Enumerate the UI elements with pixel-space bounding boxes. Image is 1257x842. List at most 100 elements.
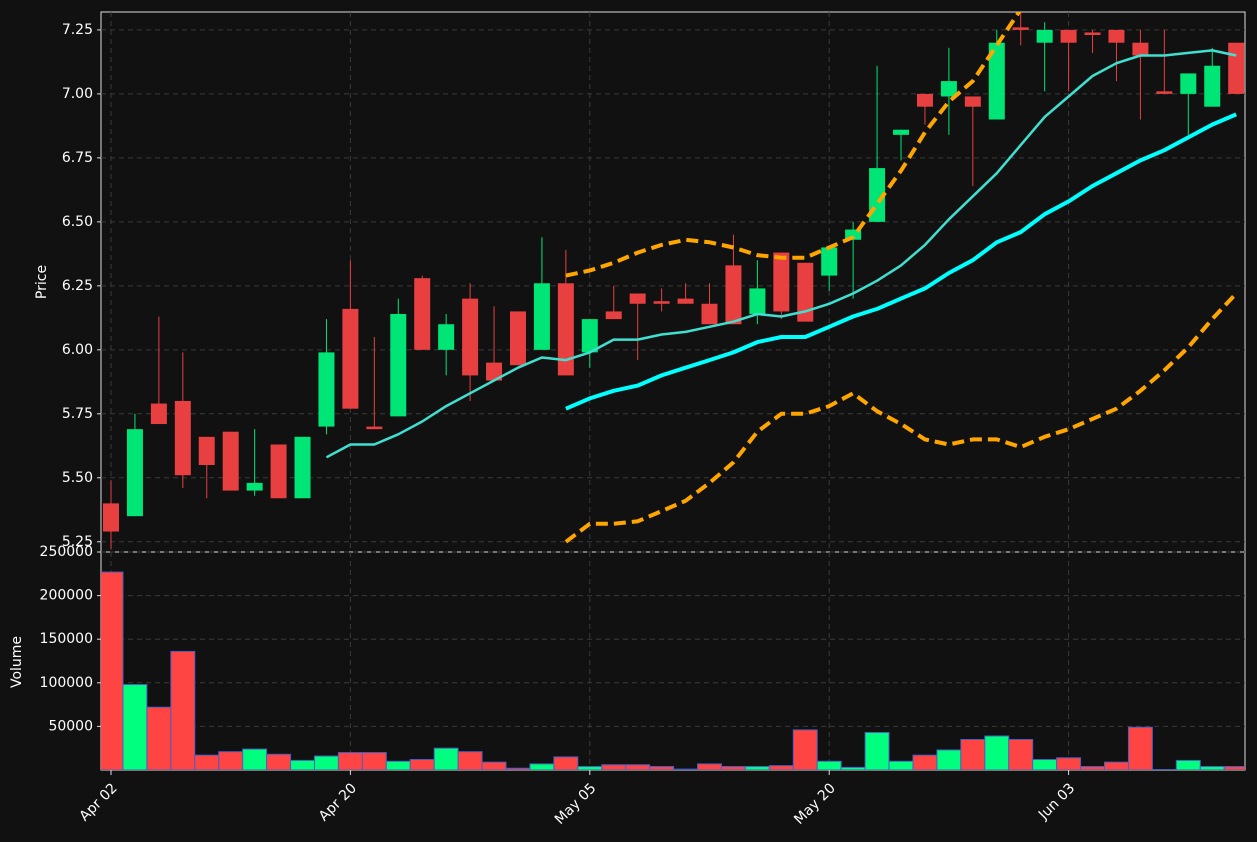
indicator-line — [565, 12, 1022, 278]
y-tick-label: 5.75 — [62, 406, 93, 422]
candle-body — [1012, 27, 1029, 30]
y-tick-label: 5.25 — [62, 534, 93, 550]
indicator-line — [564, 292, 1238, 544]
volume-bar — [266, 753, 292, 770]
candle-body — [342, 308, 359, 409]
volume-bar — [720, 766, 746, 770]
y-tick-label: 7.00 — [62, 86, 93, 102]
price-axis-label: Price — [34, 265, 50, 299]
x-tick-label: May 20 — [791, 780, 839, 828]
x-tick-label: May 05 — [552, 780, 600, 828]
candle-body — [1156, 91, 1173, 94]
candle-body — [988, 42, 1005, 120]
candle-body — [509, 311, 526, 366]
candle-body — [1204, 65, 1221, 107]
candle-body — [773, 252, 790, 312]
volume-bar — [361, 752, 387, 770]
volume-bar — [433, 747, 459, 770]
candle-body — [940, 81, 957, 97]
volume-bar — [146, 706, 172, 770]
volume-bar — [625, 764, 651, 770]
y-tick-label: 6.00 — [62, 342, 93, 358]
candle-body — [1108, 29, 1125, 43]
y-tick-label: 7.25 — [62, 22, 93, 38]
y-tick-label: 50000 — [48, 718, 93, 734]
candle-body — [438, 324, 455, 350]
candle-body — [893, 129, 910, 135]
volume-bar — [457, 751, 483, 770]
volume-bar — [816, 760, 842, 770]
x-tick-label: Apr 02 — [76, 780, 120, 824]
candle-body — [605, 311, 622, 320]
candle-body — [701, 303, 718, 325]
volume-bar — [840, 766, 866, 770]
candle-body — [270, 444, 287, 499]
volume-bar — [170, 650, 196, 770]
candle-body — [1180, 73, 1197, 94]
volume-bar — [1104, 761, 1129, 770]
candle-body — [390, 313, 407, 417]
candle-body — [581, 319, 598, 353]
x-tick-label: Apr 20 — [316, 780, 360, 824]
y-tick-label: 150000 — [40, 631, 93, 647]
volume-bar — [673, 768, 699, 770]
indicator-line — [325, 49, 1237, 459]
price-panel — [100, 11, 1246, 553]
candle-body — [797, 262, 814, 322]
volume-bar — [1127, 726, 1153, 770]
volume-bar — [409, 759, 435, 770]
candle-body — [486, 362, 503, 381]
candle-body — [629, 293, 646, 304]
candle-body — [725, 265, 742, 325]
y-tick-label: 6.75 — [62, 150, 93, 166]
volume-bar — [697, 763, 722, 770]
candle-body — [198, 436, 215, 465]
candle-body — [964, 96, 981, 107]
volume-bar — [1223, 766, 1245, 770]
y-tick-label: 6.50 — [62, 214, 93, 230]
candle-body — [916, 93, 933, 107]
candle-body — [1084, 32, 1101, 36]
volume-bar — [481, 761, 507, 770]
volume-bar — [960, 738, 986, 770]
volume-bar — [122, 684, 148, 770]
candle-body — [821, 247, 838, 276]
candle-body — [653, 301, 670, 304]
volume-bar — [290, 759, 315, 770]
volume-bar — [864, 732, 890, 770]
volume-bar — [936, 749, 962, 770]
volume-bar — [529, 763, 555, 770]
candle-body — [294, 436, 311, 499]
volume-bar — [577, 766, 603, 770]
candle-body — [414, 278, 431, 350]
volume-bar — [337, 752, 363, 770]
candle-body — [1036, 29, 1053, 43]
candle-body — [557, 283, 574, 376]
volume-bar — [768, 765, 794, 770]
volume-bar — [242, 748, 268, 770]
volume-panel — [100, 551, 1246, 771]
volume-bar — [792, 729, 818, 770]
volume-bar — [984, 735, 1010, 770]
volume-bar — [888, 760, 914, 770]
y-tick-label: 6.25 — [62, 278, 93, 294]
x-tick-label: Jun 03 — [1035, 780, 1078, 823]
volume-bar — [1199, 766, 1225, 770]
candle-body — [150, 403, 167, 425]
volume-bar — [1080, 766, 1106, 770]
candle-body — [1228, 42, 1245, 94]
volume-bar — [101, 571, 124, 770]
volume-bar — [313, 755, 339, 770]
candle-body — [366, 426, 383, 430]
y-tick-label: 100000 — [40, 675, 93, 691]
volume-bar — [912, 754, 938, 770]
candle-body — [533, 283, 550, 350]
candle-body — [677, 298, 694, 304]
candle-body — [462, 298, 479, 376]
y-tick-label: 250000 — [40, 544, 93, 560]
candle-body — [126, 429, 143, 517]
indicator-line — [565, 112, 1237, 411]
candle-body — [174, 401, 191, 476]
